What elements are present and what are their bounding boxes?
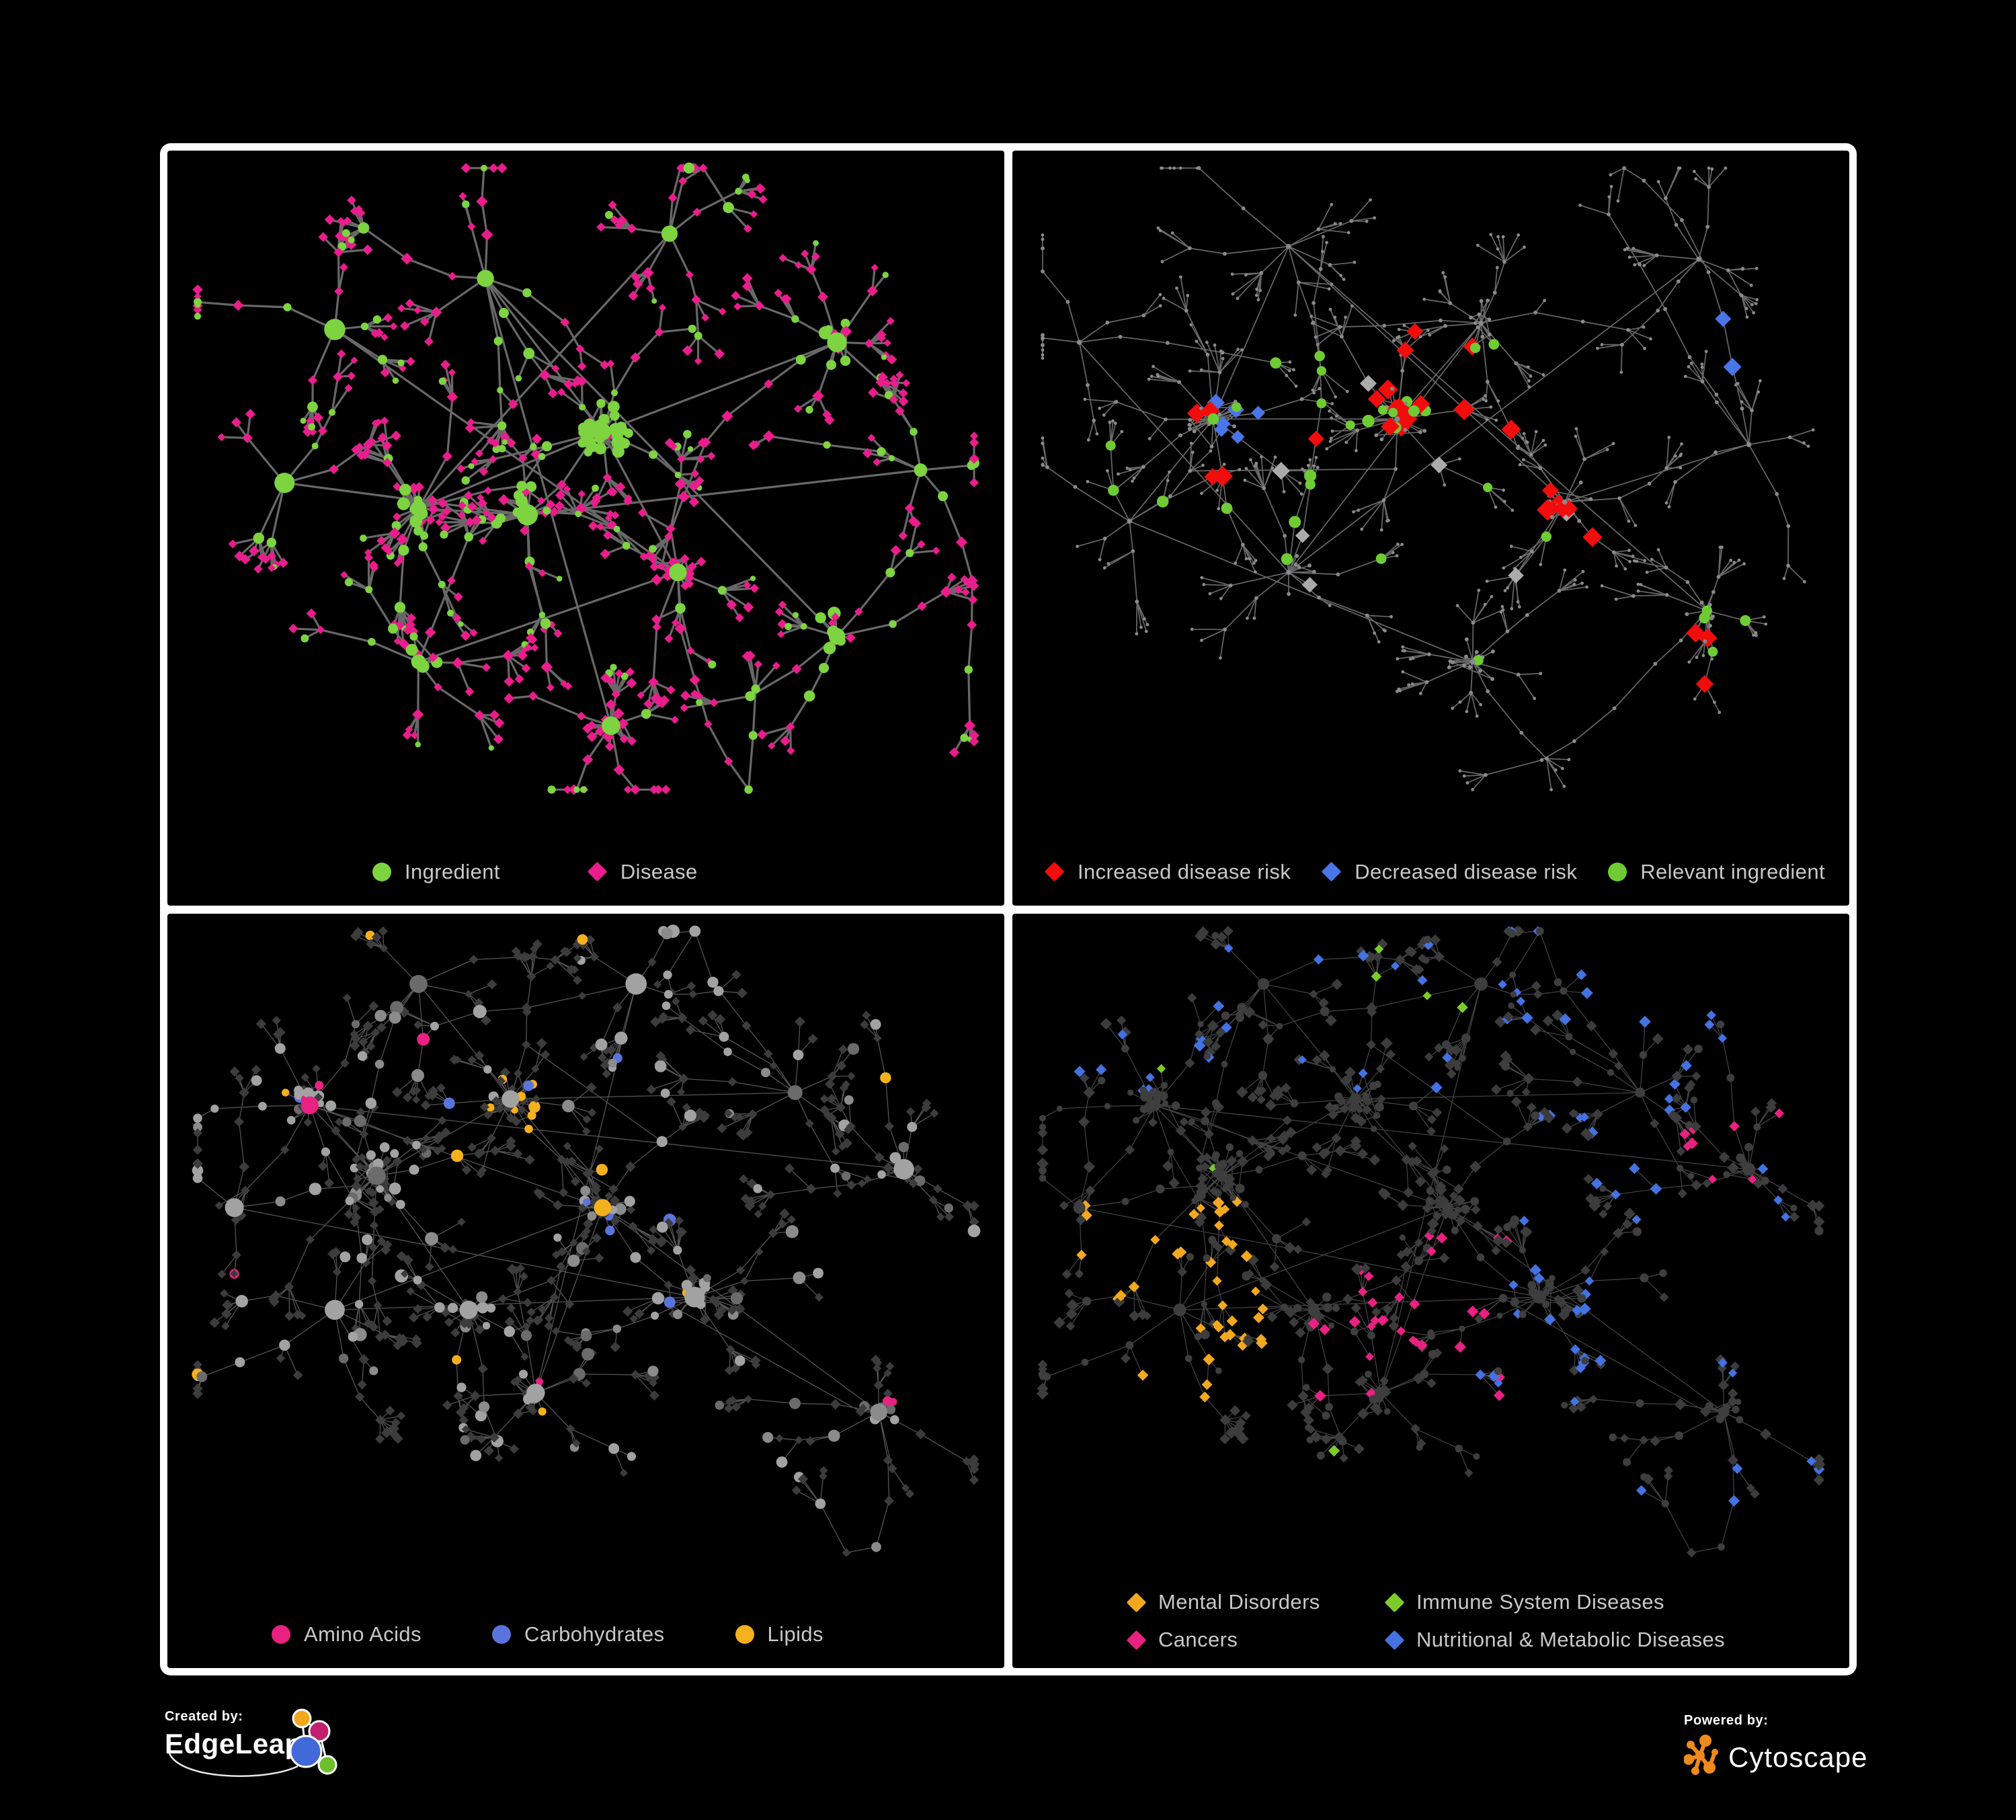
legend-item-disease: Disease: [587, 859, 698, 884]
network-graph-ingredient-classes: [192, 924, 981, 1557]
panel-ingredient-classes: Amino Acids Carbohydrates Lipids: [167, 913, 1004, 1668]
lipids-marker-icon: [735, 1625, 754, 1644]
legend-label: Mental Disorders: [1158, 1590, 1320, 1614]
edgeleap-wordmark: EdgeLeap: [165, 1728, 303, 1759]
cytoscape-logo-icon: [1684, 1735, 1718, 1775]
nutritional-metabolic-marker-icon: [1384, 1630, 1405, 1650]
panel-disease-classes: Mental Disorders Immune System Diseases …: [1012, 913, 1849, 1668]
edgeleap-logo-icon: [167, 1708, 337, 1777]
mental-disorders-marker-icon: [1126, 1592, 1147, 1612]
legend-label: Carbohydrates: [524, 1622, 665, 1646]
network-graph-disease-classes: [1037, 925, 1825, 1558]
panel-grid: Ingredient Disease Increased disease ris…: [160, 143, 1857, 1675]
legend-label: Decreased disease risk: [1355, 859, 1578, 883]
amino-acids-marker-icon: [272, 1625, 290, 1644]
legend-label: Amino Acids: [304, 1622, 421, 1646]
legend-disease-risk: Increased disease risk Decreased disease…: [1012, 860, 1849, 884]
increased-risk-marker-icon: [1044, 861, 1065, 882]
legend-item-relevant-ingredient: Relevant ingredient: [1608, 860, 1825, 884]
legend-item-mental-disorders: Mental Disorders: [1126, 1590, 1385, 1614]
legend-label: Disease: [620, 859, 698, 883]
legend-label: Relevant ingredient: [1640, 859, 1825, 883]
network-graph-disease-risk: [1041, 166, 1815, 791]
legend-label: Immune System Diseases: [1416, 1590, 1664, 1614]
panel-disease-risk: Increased disease risk Decreased disease…: [1012, 151, 1849, 906]
panel-ingredient-disease: Ingredient Disease: [167, 151, 1004, 906]
legend-label: Ingredient: [405, 859, 500, 883]
legend-item-amino-acids: Amino Acids: [272, 1622, 421, 1647]
cytoscape-wordmark: Cytoscape: [1728, 1741, 1868, 1773]
powered-by-block: Powered by:: [1684, 1713, 1867, 1778]
network-graph-ingredient-disease: [192, 162, 979, 795]
edgeleap-brand-row: EdgeLeap: [165, 1708, 337, 1777]
cytoscape-brand-row: Cytoscape: [1684, 1734, 1867, 1778]
relevant-ingredient-marker-icon: [1608, 862, 1627, 881]
immune-diseases-marker-icon: [1384, 1592, 1405, 1612]
powered-by-label: Powered by:: [1684, 1713, 1769, 1728]
disease-marker-icon: [587, 861, 608, 882]
created-by-label: Created by:: [165, 1709, 243, 1724]
decreased-risk-marker-icon: [1321, 861, 1342, 882]
legend-label: Lipids: [767, 1622, 823, 1646]
legend-label: Nutritional & Metabolic Diseases: [1416, 1628, 1726, 1651]
legend-item-lipids: Lipids: [735, 1622, 823, 1647]
legend-label: Cancers: [1158, 1628, 1238, 1651]
legend-ingredient-classes: Amino Acids Carbohydrates Lipids: [167, 1622, 1004, 1647]
legend-item-ingredient: Ingredient: [372, 860, 500, 884]
legend-item-increased-risk: Increased disease risk: [1044, 859, 1291, 884]
legend-label: Increased disease risk: [1078, 859, 1291, 883]
legend-item-carbohydrates: Carbohydrates: [491, 1622, 665, 1647]
legend-ingredient-disease: Ingredient Disease: [167, 860, 1004, 884]
ingredient-marker-icon: [372, 862, 391, 881]
legend-item-immune-diseases: Immune System Diseases: [1384, 1590, 1725, 1614]
created-by-block: Created by: EdgeLeap: [165, 1708, 337, 1777]
carbohydrates-marker-icon: [491, 1625, 511, 1644]
legend-item-cancers: Cancers: [1126, 1628, 1385, 1652]
legend-item-nutritional-metabolic: Nutritional & Metabolic Diseases: [1384, 1628, 1726, 1652]
legend-disease-classes: Mental Disorders Immune System Diseases …: [1126, 1590, 1726, 1652]
cancers-marker-icon: [1126, 1630, 1147, 1650]
legend-item-decreased-risk: Decreased disease risk: [1321, 859, 1578, 884]
